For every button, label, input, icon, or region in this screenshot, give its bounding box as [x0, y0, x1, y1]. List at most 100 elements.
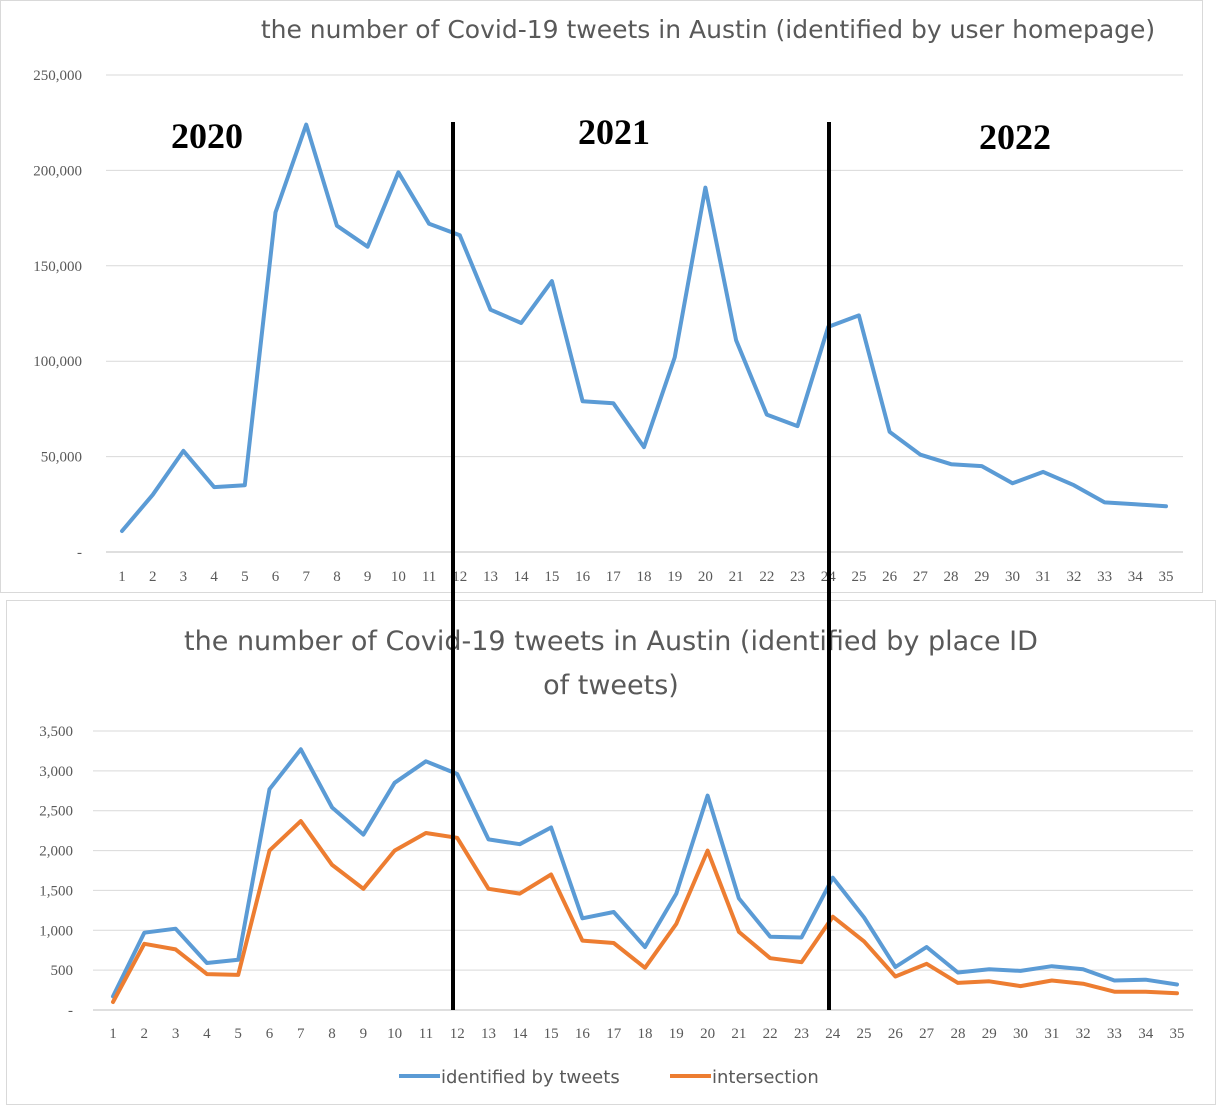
- bottom-x-tick-label: 18: [638, 1026, 653, 1042]
- top-x-tick-label: 15: [544, 569, 559, 585]
- top-y-tick-label: 150,000: [33, 259, 82, 275]
- top-x-tick-label: 3: [180, 569, 188, 585]
- bottom-x-tick-label: 30: [1013, 1026, 1028, 1042]
- top-x-tick-label: 35: [1159, 569, 1174, 585]
- top-chart-x-tick-labels: 1234567891011121314151617181920212223242…: [118, 569, 1173, 585]
- bottom-x-tick-label: 25: [857, 1026, 872, 1042]
- bottom-x-tick-label: 2: [141, 1026, 149, 1042]
- top-x-tick-label: 17: [606, 569, 622, 585]
- bottom-y-tick-label: 2,500: [39, 804, 73, 820]
- bottom-x-tick-label: 31: [1044, 1026, 1059, 1042]
- bottom-x-tick-label: 16: [575, 1026, 591, 1042]
- top-x-tick-label: 7: [302, 569, 310, 585]
- bottom-x-tick-label: 35: [1170, 1026, 1185, 1042]
- top-x-tick-label: 20: [698, 569, 713, 585]
- bottom-x-tick-label: 22: [763, 1026, 778, 1042]
- bottom-x-tick-label: 33: [1107, 1026, 1122, 1042]
- bottom-chart-x-tick-labels: 1 2 3 4 5 6 7 8 9 10 11 12 13 14 15 16 17 18 19 20 21 22 23 24 2…: [109, 1026, 1184, 1042]
- bottom-x-tick-label: 6: [266, 1026, 274, 1042]
- top-y-tick-label: 200,000: [33, 163, 82, 179]
- bottom-x-tick-label: 21: [731, 1026, 746, 1042]
- bottom-x-tick-label: 8: [328, 1026, 336, 1042]
- top-x-tick-label: 30: [1005, 569, 1020, 585]
- top-x-tick-label: 5: [241, 569, 249, 585]
- bottom-x-tick-label: 19: [669, 1026, 684, 1042]
- bottom-x-tick-label: 1: [109, 1026, 117, 1042]
- bottom-chart-title-line-2: of tweets): [543, 670, 679, 701]
- bottom-x-tick-label: 11: [419, 1026, 433, 1042]
- top-x-tick-label: 1: [118, 569, 126, 585]
- top-x-tick-label: 9: [364, 569, 372, 585]
- top-x-tick-label: 29: [974, 569, 989, 585]
- bottom-x-tick-label: 13: [481, 1026, 496, 1042]
- year-label-2020: 2020: [171, 116, 243, 156]
- bottom-y-tick-label: 3,000: [39, 764, 73, 780]
- bottom-y-tick-label: 2,000: [39, 844, 73, 860]
- top-x-tick-label: 8: [333, 569, 341, 585]
- bottom-x-tick-label: 5: [234, 1026, 242, 1042]
- bottom-x-tick-label: 27: [919, 1026, 935, 1042]
- top-x-tick-label: 16: [575, 569, 591, 585]
- bottom-chart-y-tick-labels: - 500 1,000 1,500 2,000 2,500 3,000 3,500: [39, 724, 73, 1019]
- top-chart-series: [120, 122, 1168, 533]
- top-x-tick-label: 12: [452, 569, 467, 585]
- bottom-x-tick-label: 3: [172, 1026, 180, 1042]
- top-x-tick-label: 25: [851, 569, 866, 585]
- top-chart-title: the number of Covid-19 tweets in Austin …: [261, 15, 1155, 44]
- top-x-tick-label: 28: [944, 569, 959, 585]
- bottom-y-tick-label: 1,500: [39, 883, 73, 899]
- top-x-tick-label: 6: [272, 569, 280, 585]
- bottom-x-tick-label: 28: [950, 1026, 965, 1042]
- bottom-chart: the number of Covid-19 tweets in Austin …: [39, 626, 1193, 1088]
- top-x-tick-label: 27: [913, 569, 929, 585]
- top-x-tick-label: 14: [514, 569, 530, 585]
- bottom-y-tick-label: 500: [51, 963, 74, 979]
- bottom-x-tick-label: 20: [700, 1026, 715, 1042]
- bottom-chart-legend: identified by tweets intersection: [399, 1067, 819, 1088]
- year-label-2022: 2022: [979, 117, 1051, 157]
- bottom-x-tick-label: 7: [297, 1026, 305, 1042]
- top-chart-frame: [0, 0, 1203, 593]
- bottom-x-tick-label: 26: [888, 1026, 904, 1042]
- top-y-tick-label: 100,000: [33, 354, 82, 370]
- bottom-y-tick-label: 3,500: [39, 724, 73, 740]
- bottom-x-tick-label: 12: [450, 1026, 465, 1042]
- top-y-tick-label: 50,000: [41, 450, 82, 466]
- top-series-line-0: [120, 122, 1168, 533]
- top-x-tick-label: 21: [729, 569, 744, 585]
- top-x-tick-label: 23: [790, 569, 805, 585]
- top-y-tick-label: -: [77, 545, 82, 561]
- top-x-tick-label: 26: [882, 569, 898, 585]
- top-x-tick-label: 10: [391, 569, 406, 585]
- top-x-tick-label: 31: [1036, 569, 1051, 585]
- legend-label-identified-by-tweets: identified by tweets: [441, 1067, 620, 1088]
- top-chart-y-tick-labels: - 50,000 100,000 150,000 200,000 250,000: [33, 68, 82, 561]
- bottom-x-tick-label: 24: [825, 1026, 841, 1042]
- bottom-x-tick-label: 23: [794, 1026, 809, 1042]
- top-x-tick-label: 4: [210, 569, 218, 585]
- bottom-y-tick-label: 1,000: [39, 923, 73, 939]
- bottom-x-tick-label: 10: [387, 1026, 402, 1042]
- top-x-tick-label: 13: [483, 569, 498, 585]
- bottom-chart-title-line-1: the number of Covid-19 tweets in Austin …: [184, 626, 1038, 657]
- bottom-x-tick-label: 14: [512, 1026, 528, 1042]
- top-x-tick-label: 2: [149, 569, 157, 585]
- bottom-x-tick-label: 29: [982, 1026, 997, 1042]
- top-y-tick-label: 250,000: [33, 68, 82, 84]
- bottom-chart-series: [111, 747, 1179, 1004]
- bottom-x-tick-label: 9: [360, 1026, 368, 1042]
- top-x-tick-label: 34: [1128, 569, 1144, 585]
- bottom-x-tick-label: 4: [203, 1026, 211, 1042]
- top-x-tick-label: 32: [1066, 569, 1081, 585]
- top-x-tick-label: 11: [422, 569, 436, 585]
- top-x-tick-label: 22: [759, 569, 774, 585]
- bottom-x-tick-label: 17: [606, 1026, 622, 1042]
- bottom-chart-frame: [6, 600, 1216, 1105]
- top-chart-gridlines: [106, 74, 1183, 553]
- top-x-tick-label: 33: [1097, 569, 1112, 585]
- bottom-series-line-intersection: [111, 819, 1179, 1004]
- top-x-tick-label: 18: [637, 569, 652, 585]
- bottom-x-tick-label: 34: [1138, 1026, 1154, 1042]
- bottom-x-tick-label: 32: [1076, 1026, 1091, 1042]
